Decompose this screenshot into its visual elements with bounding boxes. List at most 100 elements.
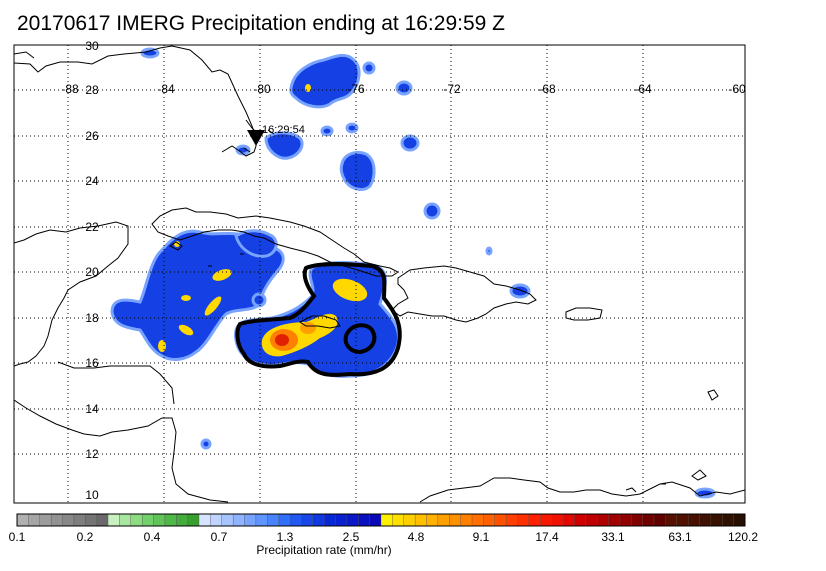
precip-cell-bahamas-1 xyxy=(289,53,361,109)
colorbar-cell xyxy=(85,513,98,527)
colorbar-cell xyxy=(551,513,564,527)
precip-cell-10 xyxy=(251,292,267,308)
colorbar-cell xyxy=(471,513,484,527)
precip-heavy-1 xyxy=(332,278,368,302)
overpass-marker: 16:29:54 xyxy=(247,124,305,146)
coast-aruba xyxy=(625,483,666,493)
colorbar-cell xyxy=(369,513,382,527)
colorbar-cell xyxy=(414,513,428,527)
colorbar-cell xyxy=(358,513,371,527)
coast-jamaica xyxy=(299,315,341,329)
colorbar-cell xyxy=(255,513,268,527)
colorbar-cell xyxy=(210,513,223,527)
precip-heavy-areas xyxy=(158,84,368,357)
colorbar-tick-label: 9.1 xyxy=(473,530,490,544)
colorbar-cell xyxy=(653,513,666,527)
colorbar-tick-label: 0.4 xyxy=(144,530,161,544)
colorbar-tick-label: 2.5 xyxy=(343,530,360,544)
colorbar-cell xyxy=(73,513,86,527)
colorbar-cell xyxy=(562,513,575,527)
colorbar-cell xyxy=(312,513,325,527)
colorbar-cell xyxy=(608,513,621,527)
colorbar-cell xyxy=(505,513,519,527)
coast-lesser-antilles xyxy=(691,389,719,481)
coast-yucatan xyxy=(14,221,129,367)
colorbar-tick-label: 0.2 xyxy=(77,530,94,544)
precip-cell-14 xyxy=(140,47,160,59)
lon-label: -80 xyxy=(253,82,271,96)
colorbar-cell xyxy=(141,513,155,527)
colorbar-cell xyxy=(517,513,530,527)
lat-label: 16 xyxy=(85,356,99,370)
precip-heavy-4 xyxy=(178,324,194,336)
colorbar-cell xyxy=(494,513,507,527)
lon-label: -76 xyxy=(347,82,365,96)
colorbar-cell xyxy=(631,513,644,527)
precip-cell-7 xyxy=(362,61,376,75)
colorbar-cell xyxy=(619,513,632,527)
lat-label: 24 xyxy=(85,174,99,188)
colorbar-cell xyxy=(28,513,41,527)
colorbar-cell xyxy=(449,513,462,527)
coast-puerto-rico xyxy=(565,307,603,321)
coast-cayman xyxy=(208,253,244,267)
colorbar-tick-label: 0.7 xyxy=(211,530,228,544)
precip-cell-16 xyxy=(485,246,493,256)
colorbar-cell xyxy=(62,513,75,527)
precip-heavy-6 xyxy=(181,295,191,301)
coast-honduras xyxy=(57,361,175,405)
lon-label: -68 xyxy=(538,82,556,96)
colorbar-cell xyxy=(289,513,302,527)
colorbar-cell xyxy=(335,513,348,527)
precip-heavy-3 xyxy=(204,296,222,316)
colorbar-cell xyxy=(722,513,735,527)
lat-label: 12 xyxy=(85,447,99,461)
colorbar-cell xyxy=(585,513,598,527)
map-title: 20170617 IMERG Precipitation ending at 1… xyxy=(17,12,505,35)
lon-label: -64 xyxy=(634,82,652,96)
lat-label: 20 xyxy=(85,265,99,279)
coast-central-america xyxy=(14,399,229,503)
colorbar-tick-label: 1.3 xyxy=(277,530,294,544)
colorbar-title: Precipitation rate (mm/hr) xyxy=(256,543,391,557)
storm-contour xyxy=(235,262,402,377)
colorbar-frame xyxy=(16,513,746,527)
precip-cell-bahamas-2 xyxy=(264,131,304,160)
colorbar-cell xyxy=(596,513,610,527)
colorbar-cell xyxy=(50,513,64,527)
colorbar-cell xyxy=(164,513,177,527)
colorbar-cell xyxy=(130,513,143,527)
coastlines xyxy=(14,45,745,503)
colorbar-cell xyxy=(733,513,746,527)
colorbar-tick-label: 17.4 xyxy=(535,530,559,544)
lat-label: 28 xyxy=(85,83,99,97)
colorbar-cell xyxy=(528,513,541,527)
overpass-time-label: 16:29:54 xyxy=(262,124,305,136)
colorbar-cell xyxy=(426,513,439,527)
precip-cell-11 xyxy=(509,283,531,299)
colorbar-cell xyxy=(267,513,280,527)
colorbar-cell xyxy=(119,513,132,527)
colorbar-cell xyxy=(232,513,246,527)
triangle-marker-icon xyxy=(247,130,265,146)
colorbar-cell xyxy=(301,513,314,527)
colorbar-cell xyxy=(176,513,189,527)
colorbar-cell xyxy=(392,513,405,527)
colorbar-cell xyxy=(710,513,723,527)
coast-panama-colombia xyxy=(419,477,745,503)
colorbar-cell xyxy=(323,513,337,527)
colorbar-tick-label: 0.1 xyxy=(9,530,26,544)
coast-florida xyxy=(14,45,257,157)
latitude-labels: 30 28 26 24 22 20 18 16 14 12 10 xyxy=(85,39,99,502)
precip-cell-cuba xyxy=(234,229,278,258)
colorbar-cell xyxy=(380,513,393,527)
colorbar-tick-label: 4.8 xyxy=(408,530,425,544)
precip-cell-bahamas-3 xyxy=(339,150,376,191)
colorbar-cell xyxy=(483,513,496,527)
colorbar-tick-label: 120.2 xyxy=(728,530,758,544)
coast-gulf-north xyxy=(14,51,35,59)
colorbar-cells xyxy=(16,513,746,527)
colorbar-cell xyxy=(107,513,120,527)
